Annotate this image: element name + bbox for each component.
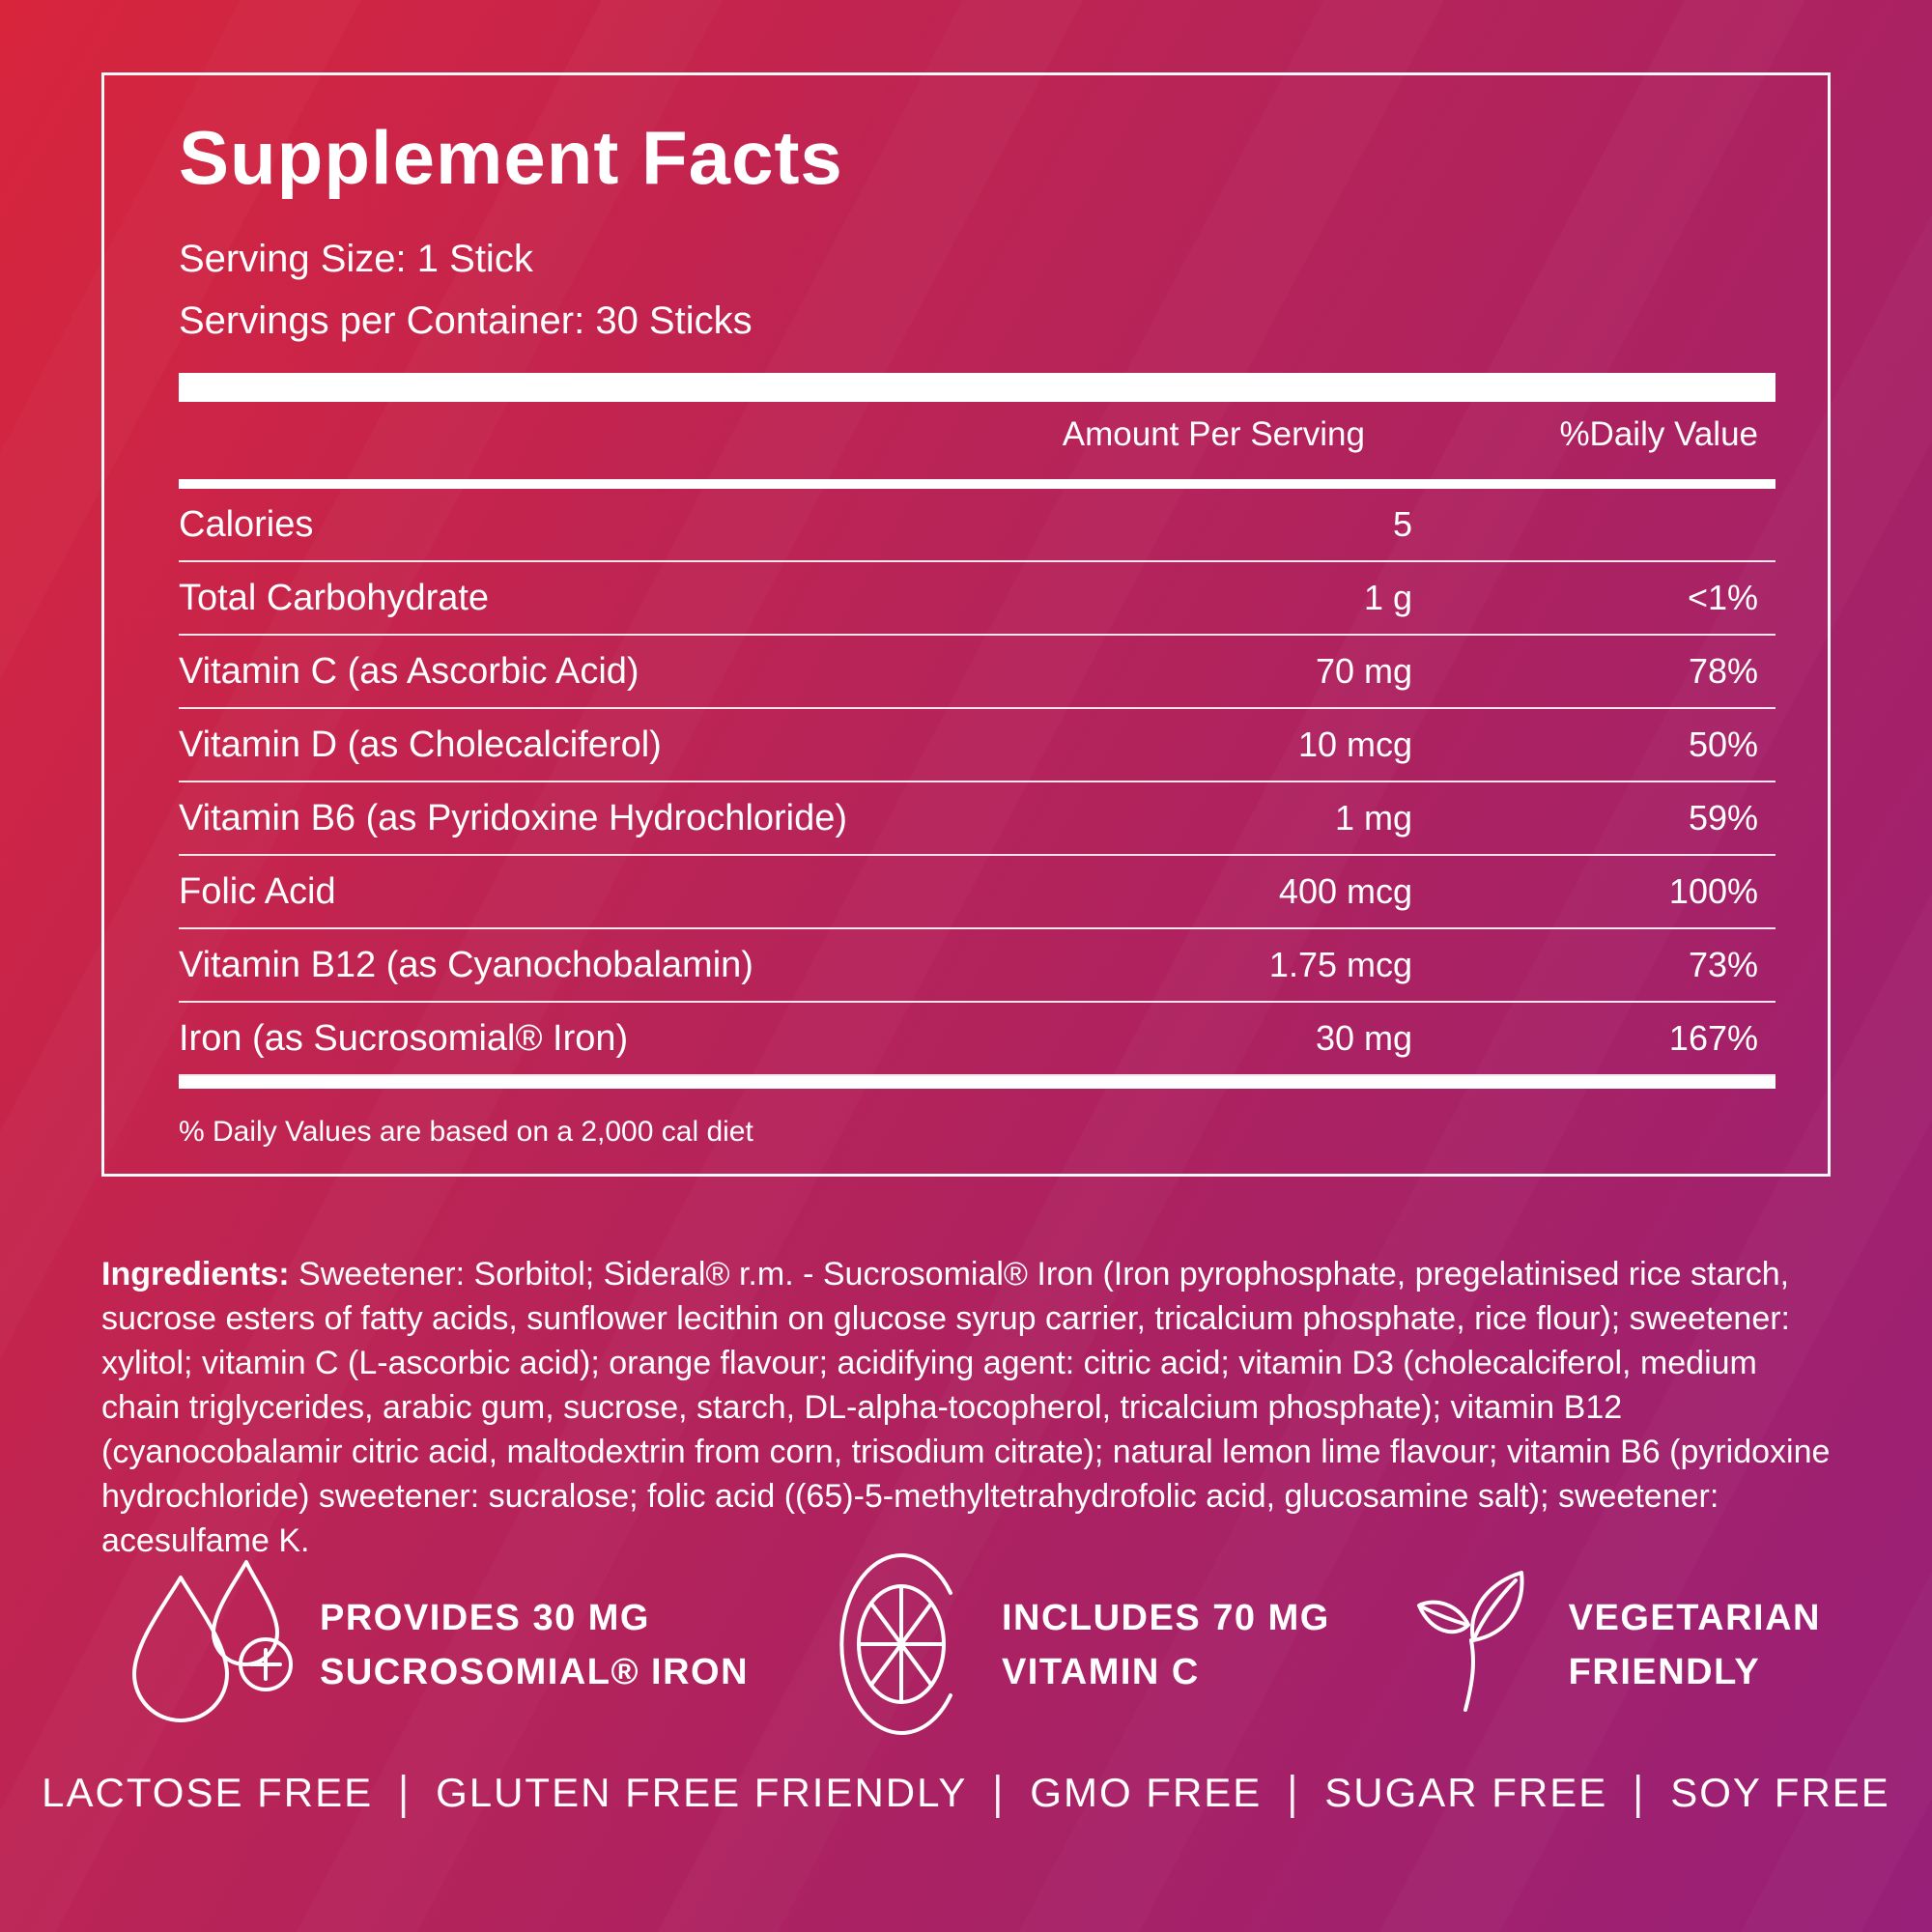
claim-divider: | [992,1766,1006,1819]
nutrient-amount: 1 g [1363,578,1412,617]
panel-title: Supplement Facts [179,115,843,200]
table-top-bar [179,373,1776,402]
claim: SUGAR FREE [1324,1770,1608,1815]
nutrient-name: Total Carbohydrate [179,577,490,618]
claim-divider: | [1633,1766,1646,1819]
nutrient-daily-value: 50% [1688,724,1758,764]
nutrient-amount: 1.75 mcg [1268,945,1412,984]
badge-vegetarian: VEGETARIAN FRIENDLY [1413,1565,1821,1724]
servings-per-container: Servings per Container: 30 Sticks [179,299,753,342]
claim-divider: | [398,1766,412,1819]
ingredients-text: Sweetener: Sorbitol; Sideral® r.m. - Suc… [101,1256,1831,1559]
nutrient-amount: 70 mg [1315,651,1412,691]
table-header-separator [179,479,1776,489]
serving-size: Serving Size: 1 Stick [179,238,533,280]
column-header-amount: Amount Per Serving [1062,415,1365,453]
nutrient-amount: 400 mcg [1278,871,1412,911]
table-bottom-bar [179,1076,1776,1089]
nutrient-daily-value: 78% [1688,651,1758,691]
nutrient-amount: 1 mg [1334,798,1412,838]
table-header-row: Amount Per Serving %Daily Value [179,402,1776,479]
citrus-slice-icon [832,1550,977,1739]
nutrient-name: Vitamin D (as Cholecalciferol) [179,724,662,765]
nutrient-amount: 5 [1392,504,1412,544]
claim-divider: | [1287,1766,1300,1819]
table-row: Vitamin B12 (as Cyanochobalamin) 1.75 mc… [179,929,1776,1003]
ingredients-label: Ingredients: [101,1256,290,1293]
badge-text: PROVIDES 30 MG SUCROSOMIAL® IRON [320,1597,750,1692]
table-row: Calories 5 [179,489,1776,562]
badge-iron: PROVIDES 30 MG SUCROSOMIAL® IRON [111,1550,749,1739]
nutrient-name: Vitamin B12 (as Cyanochobalamin) [179,944,753,985]
nutrient-name: Vitamin C (as Ascorbic Acid) [179,650,639,692]
claim: GLUTEN FREE FRIENDLY [436,1770,968,1815]
claims-strip: LACTOSE FREE | GLUTEN FREE FRIENDLY | GMO FR… [0,1766,1932,1818]
claim: LACTOSE FREE [42,1770,374,1815]
claim: GMO FREE [1030,1770,1263,1815]
table-row: Vitamin B6 (as Pyridoxine Hydrochloride)… [179,782,1776,856]
claim: SOY FREE [1670,1770,1890,1815]
table-row: Vitamin C (as Ascorbic Acid) 70 mg 78% [179,636,1776,709]
feature-badges: PROVIDES 30 MG SUCROSOMIAL® IRON INCLUDE… [111,1541,1821,1748]
table-row: Vitamin D (as Cholecalciferol) 10 mcg 50… [179,709,1776,782]
nutrient-name: Calories [179,503,314,545]
column-header-daily-value: %Daily Value [1559,415,1758,453]
leaves-icon [1413,1565,1544,1724]
nutrient-daily-value: 100% [1668,871,1758,911]
nutrient-daily-value: 167% [1668,1018,1758,1058]
daily-value-footnote: % Daily Values are based on a 2,000 cal … [179,1116,753,1148]
nutrient-name: Vitamin B6 (as Pyridoxine Hydrochloride) [179,797,848,838]
nutrient-daily-value: 73% [1688,945,1758,984]
nutrient-amount: 30 mg [1315,1018,1412,1058]
nutrient-daily-value: 59% [1688,798,1758,838]
nutrient-name: Iron (as Sucrosomial® Iron) [179,1017,629,1059]
nutrient-amount: 10 mcg [1297,724,1412,764]
supplement-facts-panel: Supplement Facts Serving Size: 1 Stick S… [101,72,1831,1177]
badge-vitamin-c: INCLUDES 70 MG VITAMIN C [832,1550,1330,1739]
nutrient-daily-value: <1% [1687,578,1758,617]
iron-drops-icon [111,1550,295,1739]
nutrient-name: Folic Acid [179,870,336,912]
table-row: Total Carbohydrate 1 g <1% [179,562,1776,636]
badge-text: INCLUDES 70 MG VITAMIN C [1001,1597,1330,1692]
ingredients-paragraph: Ingredients: Sweetener: Sorbitol; Sidera… [101,1252,1840,1563]
badge-text: VEGETARIAN FRIENDLY [1568,1597,1821,1692]
table-row: Folic Acid 400 mcg 100% [179,856,1776,929]
table-row: Iron (as Sucrosomial® Iron) 30 mg 167% [179,1003,1776,1076]
